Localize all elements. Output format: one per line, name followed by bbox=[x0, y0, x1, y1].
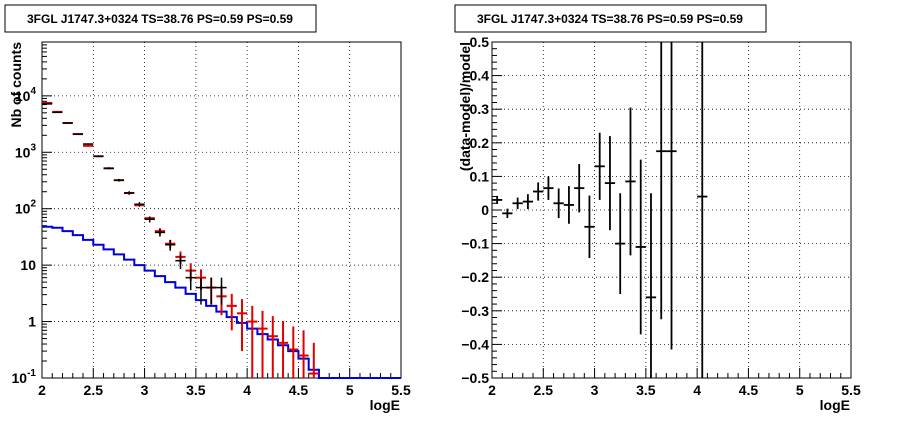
x-tick-label: 2 bbox=[38, 382, 46, 398]
counts-panel: 2 2.5 3 3.5 4 4.5 5 5.5 10-1 1 10 102 103 104 3FGL J1… bbox=[4, 4, 411, 413]
x-tick-label: 5.5 bbox=[841, 382, 861, 398]
counts-x-axis-title: logE bbox=[370, 397, 400, 413]
y-tick-label: 103 bbox=[15, 142, 37, 160]
residuals-x-axis-title: logE bbox=[820, 397, 850, 413]
y-tick-label: −0.3 bbox=[461, 303, 489, 319]
residuals-tick-labels: 2 2.5 3 3.5 4 4.5 5 5.5 −0.5 −0.4 −0.3 −0.2 −0.1 0 0.1… bbox=[461, 34, 861, 398]
x-tick-label: 4.5 bbox=[739, 382, 759, 398]
x-tick-label: 4 bbox=[243, 382, 251, 398]
source-model-step-line bbox=[42, 225, 401, 379]
x-tick-label: 3 bbox=[141, 382, 149, 398]
x-tick-label: 2.5 bbox=[84, 382, 104, 398]
x-tick-label: 5.5 bbox=[391, 382, 411, 398]
x-tick-label: 3 bbox=[591, 382, 599, 398]
residuals-title: 3FGL J1747.3+0324 TS=38.76 PS=0.59 PS=0.… bbox=[477, 12, 743, 26]
counts-tick-labels: 2 2.5 3 3.5 4 4.5 5 5.5 10-1 1 10 102 103 104 bbox=[12, 86, 411, 398]
x-tick-label: 2.5 bbox=[534, 382, 554, 398]
y-tick-label: 0.4 bbox=[470, 68, 490, 84]
residuals-grid bbox=[492, 42, 851, 378]
y-tick-label: 0 bbox=[481, 202, 489, 218]
y-tick-label: −0.1 bbox=[461, 236, 489, 252]
counts-plot-frame bbox=[41, 41, 402, 379]
x-tick-label: 5 bbox=[796, 382, 804, 398]
residuals-title-box bbox=[454, 4, 767, 33]
x-tick-label: 4.5 bbox=[289, 382, 309, 398]
counts-series bbox=[42, 101, 401, 379]
residuals-axis-ticks bbox=[491, 41, 852, 379]
y-tick-label: −0.5 bbox=[461, 370, 489, 386]
counts-title: 3FGL J1747.3+0324 TS=38.76 PS=0.59 PS=0.… bbox=[27, 12, 293, 26]
x-tick-label: 3.5 bbox=[636, 382, 656, 398]
x-tick-label: 5 bbox=[346, 382, 354, 398]
y-tick-label: 0.3 bbox=[470, 101, 490, 117]
y-tick-label: 0.5 bbox=[470, 34, 490, 50]
counts-y-axis-title: Nb of counts bbox=[8, 42, 24, 128]
y-tick-label: 1 bbox=[28, 314, 36, 330]
residuals-y-axis-title: (data-model)/model bbox=[457, 42, 473, 171]
x-tick-label: 3.5 bbox=[186, 382, 206, 398]
y-tick-label: 102 bbox=[15, 199, 37, 217]
y-tick-label: 0.1 bbox=[470, 168, 490, 184]
residuals-series bbox=[492, 42, 708, 378]
y-tick-label: −0.4 bbox=[461, 336, 489, 352]
counts-axis-ticks bbox=[41, 41, 402, 379]
y-tick-label: 10-1 bbox=[12, 368, 37, 386]
y-tick-label: 0.2 bbox=[470, 135, 490, 151]
x-tick-label: 4 bbox=[693, 382, 701, 398]
counts-title-box bbox=[4, 4, 317, 33]
counts-grid bbox=[42, 42, 401, 378]
y-tick-label: 10 bbox=[20, 257, 36, 273]
x-tick-label: 2 bbox=[488, 382, 496, 398]
y-tick-label: 104 bbox=[15, 86, 37, 104]
y-tick-label: −0.2 bbox=[461, 269, 489, 285]
residuals-panel: 2 2.5 3 3.5 4 4.5 5 5.5 −0.5 −0.4 −0.3 −0.2 −0.1 0 0.1… bbox=[454, 4, 861, 413]
